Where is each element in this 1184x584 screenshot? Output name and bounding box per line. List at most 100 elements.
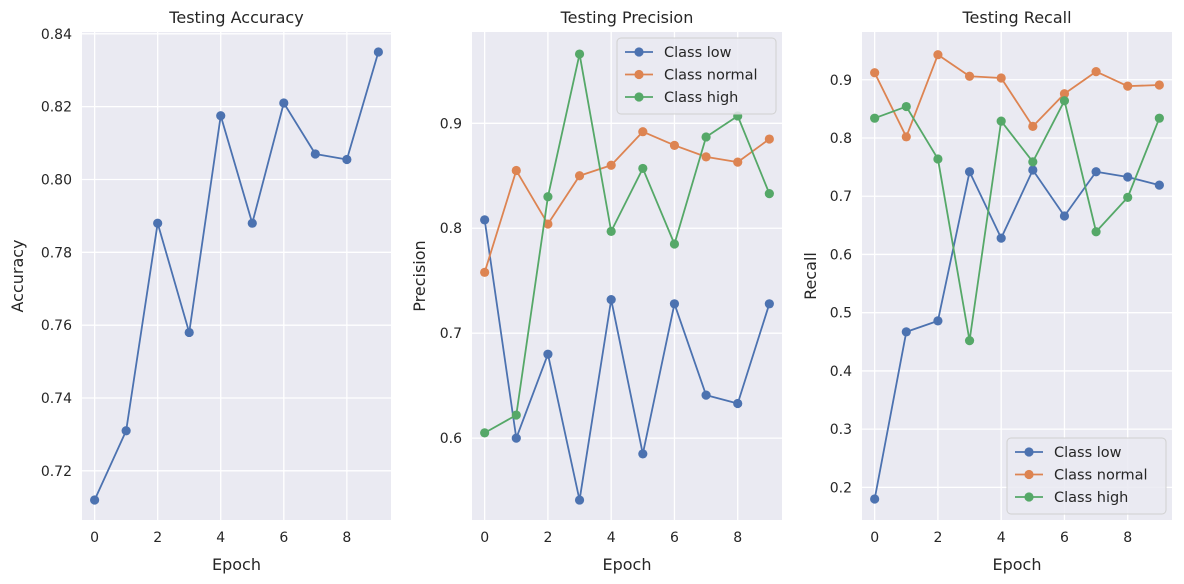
x-tick-label: 6 bbox=[670, 530, 679, 546]
x-tick-label: 0 bbox=[870, 530, 879, 546]
x-tick-label: 6 bbox=[279, 530, 288, 546]
data-point bbox=[701, 152, 711, 162]
data-point bbox=[511, 410, 521, 420]
legend-swatch-marker bbox=[1024, 447, 1034, 457]
data-point bbox=[480, 267, 490, 277]
y-tick-label: 0.76 bbox=[41, 318, 72, 334]
data-point bbox=[870, 68, 880, 78]
y-axis-label: Accuracy bbox=[8, 239, 27, 312]
data-point bbox=[764, 299, 774, 309]
data-point bbox=[543, 192, 553, 202]
y-tick-label: 0.82 bbox=[41, 100, 72, 116]
y-tick-label: 0.7 bbox=[830, 189, 852, 205]
y-axis-label: Recall bbox=[801, 252, 820, 300]
y-tick-label: 0.72 bbox=[41, 464, 72, 480]
data-point bbox=[870, 113, 880, 123]
data-point bbox=[342, 154, 352, 165]
data-point bbox=[480, 215, 490, 225]
data-point bbox=[901, 327, 911, 337]
legend-swatch-marker bbox=[634, 69, 644, 80]
series-line-0 bbox=[483, 219, 771, 501]
y-tick-label: 0.5 bbox=[830, 306, 852, 322]
data-point bbox=[996, 116, 1006, 126]
legend-entry-label: Class high bbox=[1054, 490, 1128, 506]
x-tick-label: 8 bbox=[342, 530, 351, 546]
data-point bbox=[1091, 66, 1101, 77]
data-point bbox=[933, 50, 943, 60]
data-point bbox=[669, 299, 680, 309]
y-tick-label: 0.3 bbox=[830, 422, 852, 438]
series-line-2 bbox=[874, 99, 1161, 342]
legend-swatch-marker bbox=[634, 47, 644, 57]
y-tick-label: 0.80 bbox=[41, 172, 72, 188]
data-point bbox=[153, 218, 163, 228]
y-tick-label: 0.6 bbox=[830, 247, 852, 263]
data-point bbox=[996, 233, 1006, 243]
data-point bbox=[933, 154, 943, 164]
legend-entry-label: Class high bbox=[664, 90, 738, 106]
legend-entry-label: Class normal bbox=[1054, 468, 1148, 484]
data-point bbox=[764, 189, 774, 199]
y-tick-label: 0.2 bbox=[830, 480, 852, 496]
x-axis-label: Epoch bbox=[993, 555, 1042, 574]
x-tick-label: 0 bbox=[90, 530, 99, 546]
data-point bbox=[279, 98, 289, 108]
data-point bbox=[870, 494, 880, 504]
data-point bbox=[1154, 113, 1164, 123]
data-point bbox=[1059, 96, 1070, 106]
data-point bbox=[1028, 121, 1038, 131]
data-point bbox=[1123, 192, 1133, 202]
data-point bbox=[310, 149, 320, 159]
data-point bbox=[574, 495, 585, 505]
chart-panel-2: 0 2 4 6 8 0.2 0.3 0.4 0.5 0.6 0.7 0.8 0.9 Testing Rec… bbox=[801, 8, 1172, 574]
data-point bbox=[606, 160, 616, 170]
legend-swatch-marker bbox=[634, 92, 644, 102]
x-tick-label: 4 bbox=[997, 530, 1006, 546]
data-point bbox=[606, 295, 616, 305]
data-point bbox=[1091, 227, 1101, 237]
y-tick-label: 0.4 bbox=[830, 364, 852, 380]
y-tick-label: 0.9 bbox=[830, 73, 852, 89]
data-point bbox=[1154, 80, 1164, 90]
data-point bbox=[964, 167, 975, 177]
series-line-0 bbox=[873, 169, 1160, 500]
data-point bbox=[733, 398, 743, 409]
x-tick-label: 4 bbox=[607, 530, 616, 546]
data-point bbox=[1028, 165, 1038, 175]
data-point bbox=[1123, 172, 1133, 182]
data-point bbox=[964, 71, 975, 81]
chart-title: Testing Accuracy bbox=[168, 8, 303, 27]
y-tick-label: 0.9 bbox=[440, 116, 462, 132]
data-point bbox=[638, 449, 648, 459]
data-point bbox=[247, 218, 257, 228]
data-point bbox=[1059, 89, 1070, 99]
data-point bbox=[1059, 211, 1070, 221]
data-point bbox=[1028, 157, 1038, 167]
data-point bbox=[701, 132, 711, 142]
data-point bbox=[121, 426, 131, 436]
x-axis-label: Epoch bbox=[603, 555, 652, 574]
x-tick-label: 2 bbox=[543, 530, 552, 546]
data-point bbox=[511, 165, 521, 176]
x-axis-label: Epoch bbox=[212, 555, 261, 574]
data-point bbox=[1123, 81, 1133, 91]
data-point bbox=[933, 316, 943, 326]
x-tick-label: 2 bbox=[153, 530, 162, 546]
data-point bbox=[901, 101, 911, 112]
data-point bbox=[1091, 167, 1101, 177]
y-tick-label: 0.74 bbox=[41, 391, 72, 407]
legend-swatch-marker bbox=[1024, 469, 1034, 480]
y-axis-label: Precision bbox=[410, 240, 429, 311]
y-tick-label: 0.84 bbox=[41, 27, 72, 43]
y-tick-label: 0.8 bbox=[440, 221, 462, 237]
chart-panel-1: 0 2 4 6 8 0.6 0.7 0.8 0.9 Testing Precision Epoch P… bbox=[410, 8, 782, 574]
data-point bbox=[90, 495, 100, 505]
y-tick-label: 0.78 bbox=[41, 245, 72, 261]
legend-box bbox=[616, 37, 777, 115]
data-point bbox=[574, 171, 585, 181]
y-tick-label: 0.6 bbox=[440, 431, 462, 447]
y-tick-label: 0.8 bbox=[830, 131, 852, 147]
legend: Class low Class normal Class high bbox=[1006, 437, 1167, 515]
legend-swatch-marker bbox=[1024, 492, 1034, 502]
